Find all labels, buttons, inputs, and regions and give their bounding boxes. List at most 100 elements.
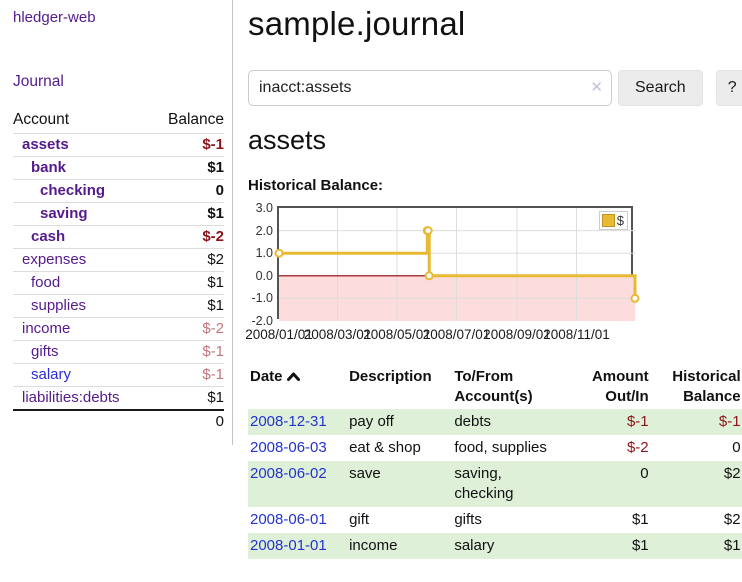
account-row: income $-2 [13, 317, 224, 341]
account-link[interactable]: expenses [22, 251, 87, 268]
transaction-balance: 0 [732, 439, 741, 456]
transaction-accounts: gifts [454, 511, 482, 528]
search-box: ✕ [248, 70, 612, 106]
transaction-amount: $-2 [626, 439, 649, 456]
chart-legend: $ [598, 211, 628, 230]
y-axis-tick-label: 1.0 [255, 246, 273, 261]
account-link[interactable]: income [22, 320, 71, 337]
account-row: checking 0 [13, 179, 224, 203]
transaction-balance: $-1 [718, 413, 741, 430]
x-axis-tick-label: 2008/05/01 [363, 327, 431, 342]
app: hledger-web Journal Account Balance asse… [0, 0, 742, 559]
transaction-date-link[interactable]: 2008-06-01 [250, 511, 327, 528]
register-header-amount: Amount Out/In [591, 368, 649, 405]
account-link[interactable]: assets [22, 136, 69, 153]
account-row: supplies $1 [13, 294, 224, 318]
transaction-description: eat & shop [349, 439, 421, 456]
account-link[interactable]: saving [40, 205, 88, 222]
transaction-amount: $1 [631, 511, 649, 528]
accounts-header-account: Account [13, 111, 70, 128]
x-axis-tick-label: 2008/11/01 [543, 327, 610, 342]
accounts-total-balance: 0 [151, 409, 224, 433]
account-balance: $-1 [151, 340, 224, 364]
account-balance: $1 [151, 156, 224, 180]
historical-balance-chart: $ 3.0 2.0 1.0 0.0 -1.0 -2.0 2008/01/01 2008/03/… [245, 201, 742, 342]
x-axis-tick-label: 2008/01/01 [245, 327, 313, 342]
account-row: bank $1 [13, 156, 224, 180]
account-row: gifts $-1 [13, 340, 224, 364]
transaction-accounts: debts [454, 413, 492, 430]
account-link[interactable]: gifts [31, 343, 59, 360]
search-input[interactable] [248, 70, 612, 106]
nav-journal-link[interactable]: Journal [13, 73, 64, 90]
transaction-description: save [349, 465, 381, 482]
legend-swatch-icon [601, 214, 615, 227]
register-table: Date Description To/From Account(s) Amou… [248, 365, 742, 559]
account-link[interactable]: checking [40, 182, 106, 199]
brand-link[interactable]: hledger-web [13, 9, 96, 26]
account-row: assets $-1 [13, 133, 224, 157]
transaction-description: pay off [349, 413, 394, 430]
account-link[interactable]: food [31, 274, 61, 291]
account-balance: $-1 [151, 363, 224, 387]
transaction-accounts: saving, checking [454, 465, 514, 502]
search-button[interactable]: Search [618, 70, 703, 106]
account-link[interactable]: bank [31, 159, 67, 176]
accounts-table: Account Balance assets $-1 bank $1 checking 0… [13, 108, 224, 433]
clear-search-icon[interactable]: ✕ [590, 79, 603, 96]
register-row[interactable]: 2008-06-03 eat & shop food, supplies $-2 0 [248, 435, 742, 461]
register-row[interactable]: 2008-06-02 save saving, checking 0 $2 [248, 461, 742, 507]
transaction-date-link[interactable]: 2008-06-02 [250, 465, 327, 482]
y-axis-tick-label: -2.0 [251, 314, 273, 328]
accounts-header-balance: Balance [167, 111, 224, 128]
account-row: expenses $2 [13, 248, 224, 272]
y-axis-tick-label: 3.0 [255, 201, 273, 215]
transaction-accounts: salary [454, 537, 495, 554]
account-balance: $1 [151, 271, 224, 295]
chart-plot-area: $ 3.0 2.0 1.0 0.0 -1.0 -2.0 2008/01/01 2008/03/… [245, 201, 640, 342]
x-axis-tick-label: 2008/09/01 [483, 327, 551, 342]
account-link[interactable]: cash [31, 228, 66, 245]
transaction-balance: $1 [723, 537, 741, 554]
account-balance: $1 [151, 202, 224, 226]
transaction-amount: $1 [631, 537, 649, 554]
search-form: ✕ Search ? [248, 70, 742, 106]
accounts-total-row: 0 [13, 409, 224, 433]
main-content: sample.journal ✕ Search ? assets Histori… [233, 0, 742, 559]
transaction-amount: 0 [640, 465, 649, 482]
account-heading: assets [248, 125, 327, 155]
help-button[interactable]: ? [715, 70, 742, 106]
register-row[interactable]: 2008-01-01 income salary $1 $1 [248, 533, 742, 559]
transaction-description: income [349, 537, 398, 554]
account-row: food $1 [13, 271, 224, 295]
chart-title: Historical Balance: [248, 177, 384, 194]
register-header-date[interactable]: Date [248, 365, 347, 409]
page-title: sample.journal [248, 5, 466, 42]
account-row: cash $-2 [13, 225, 224, 249]
account-balance: $1 [151, 294, 224, 318]
transaction-accounts: food, supplies [454, 439, 547, 456]
account-row: liabilities:debts $1 [13, 386, 224, 410]
legend-label: $ [616, 213, 624, 228]
account-link[interactable]: liabilities:debts [22, 389, 120, 406]
account-balance: $-2 [151, 317, 224, 341]
account-row: saving $1 [13, 202, 224, 226]
register-row[interactable]: 2008-12-31 pay off debts $-1 $-1 [248, 409, 742, 435]
x-axis-tick-label: 2008/03/01 [303, 327, 372, 342]
account-link[interactable]: salary [31, 366, 72, 383]
transaction-date-link[interactable]: 2008-06-03 [250, 439, 327, 456]
account-balance: $-2 [151, 225, 224, 249]
transaction-amount: $-1 [626, 413, 649, 430]
x-axis-tick-label: 2008/07/01 [422, 327, 491, 342]
sidebar: hledger-web Journal Account Balance asse… [0, 0, 233, 445]
account-balance: $1 [151, 386, 224, 410]
transaction-balance: $2 [723, 465, 741, 482]
transaction-date-link[interactable]: 2008-01-01 [250, 537, 327, 554]
y-axis-tick-label: 2.0 [255, 223, 273, 238]
account-link[interactable]: supplies [31, 297, 87, 314]
transaction-balance: $2 [723, 511, 741, 528]
account-balance: 0 [151, 179, 224, 203]
register-row[interactable]: 2008-06-01 gift gifts $1 $2 [248, 507, 742, 533]
transaction-date-link[interactable]: 2008-12-31 [250, 413, 327, 430]
y-axis-tick-label: -1.0 [251, 291, 273, 306]
